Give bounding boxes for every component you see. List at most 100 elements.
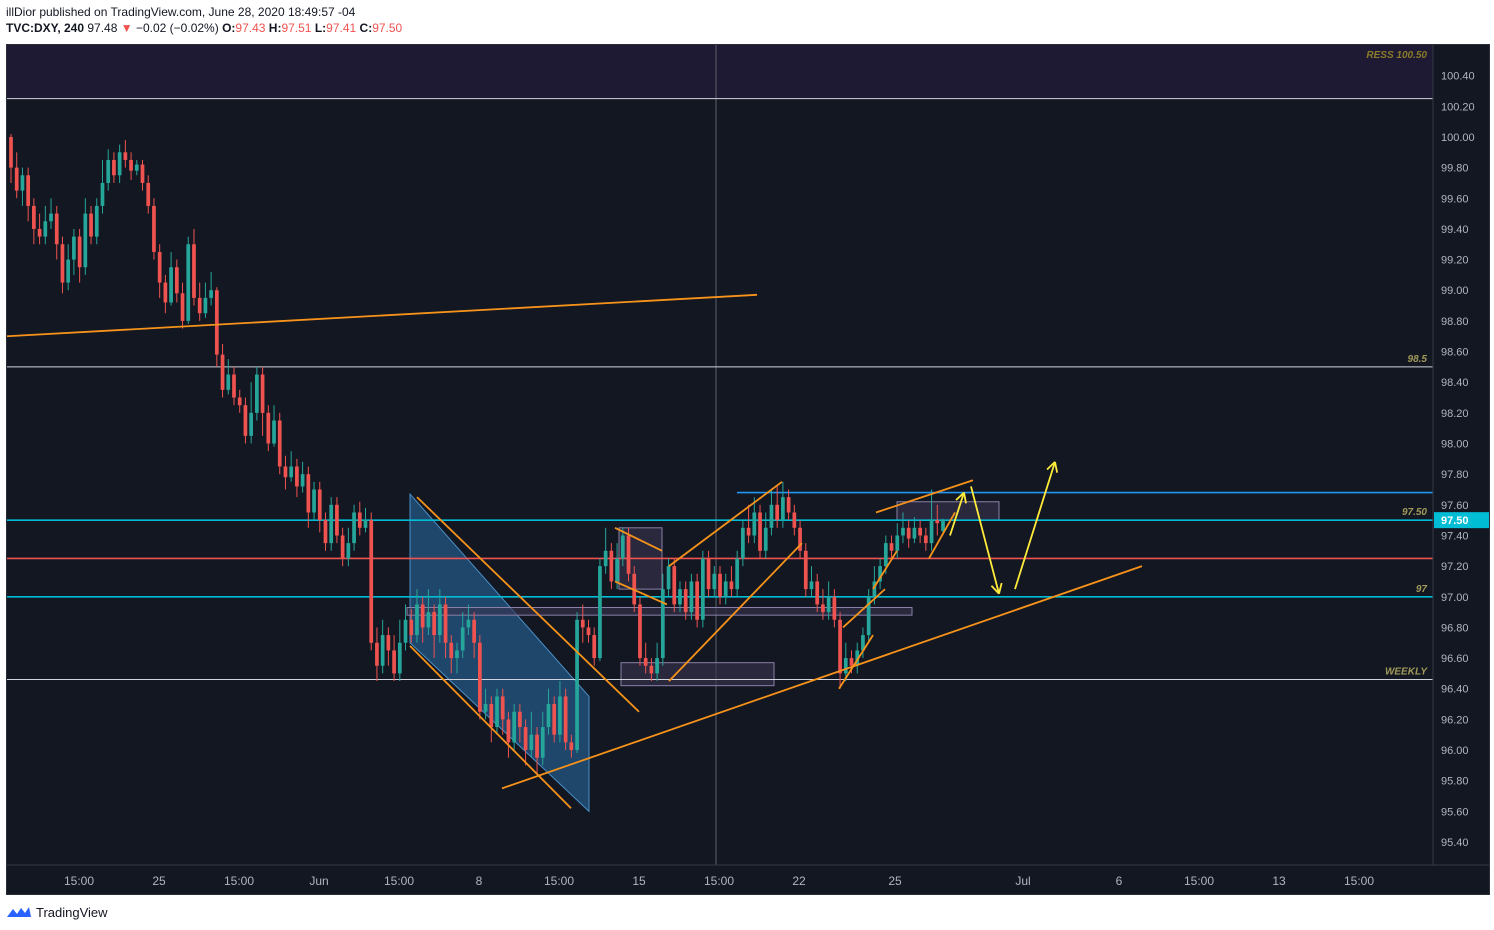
candle-body xyxy=(472,619,476,643)
candle xyxy=(763,512,768,559)
candle-body xyxy=(729,581,734,590)
candle-body xyxy=(883,543,888,567)
level-label: 98.5 xyxy=(1408,354,1428,365)
candle xyxy=(180,282,185,329)
candle-body xyxy=(906,527,911,539)
candle-body xyxy=(866,596,871,636)
y-tick-label: 95.60 xyxy=(1441,806,1469,818)
candle-body xyxy=(214,290,219,355)
candle-body xyxy=(912,527,917,539)
candle xyxy=(123,140,128,168)
candle xyxy=(340,527,345,567)
candle xyxy=(700,550,705,628)
candle xyxy=(226,359,231,395)
x-tick-label: 15 xyxy=(632,874,646,888)
candle xyxy=(455,642,459,674)
candlestick-chart[interactable]: RESS 100.50 98.5 97.50 97 WEEKLY 100.40 100.20… xyxy=(7,45,1489,894)
arrowhead xyxy=(1046,461,1056,471)
candle-body xyxy=(546,704,551,728)
candle-body xyxy=(460,627,465,651)
publisher-line: illDior published on TradingView.com, Ju… xyxy=(6,5,356,19)
candle xyxy=(283,455,288,490)
tradingview-logo-icon[interactable] xyxy=(6,904,32,920)
candle-body xyxy=(306,474,311,513)
trendline xyxy=(872,550,898,590)
candle xyxy=(529,711,534,758)
candle-body xyxy=(889,543,894,551)
x-tick-label: 15:00 xyxy=(704,874,734,888)
candle xyxy=(826,581,831,620)
price-axis xyxy=(1433,45,1489,894)
candle xyxy=(203,282,208,318)
x-tick-label: 15:00 xyxy=(1184,874,1214,888)
zone-box xyxy=(896,501,1000,521)
candle-body xyxy=(152,205,156,252)
candle-body xyxy=(192,244,196,298)
candle xyxy=(861,627,865,659)
candle xyxy=(117,144,122,183)
candle-body xyxy=(295,466,299,487)
candle xyxy=(912,517,917,544)
candle xyxy=(306,466,311,528)
candle-body xyxy=(941,520,945,531)
candle xyxy=(89,205,93,245)
candle-body xyxy=(220,354,225,390)
trendline xyxy=(842,588,886,629)
low-label: L: xyxy=(314,21,327,35)
candle-body xyxy=(609,550,614,582)
y-tick-label: 96.40 xyxy=(1441,684,1469,696)
y-tick-label: 100.40 xyxy=(1441,71,1475,83)
candle xyxy=(895,523,900,559)
candle-body xyxy=(163,282,168,303)
chart-area[interactable]: RESS 100.50 98.5 97.50 97 WEEKLY 100.40 100.20… xyxy=(6,44,1490,895)
candle-body xyxy=(752,512,757,536)
candle xyxy=(43,205,48,245)
ticker-symbol[interactable]: TVC:DXY, 240 xyxy=(6,21,85,35)
candle xyxy=(878,558,882,590)
candle xyxy=(20,167,25,206)
candle xyxy=(786,489,791,521)
candle-body xyxy=(43,221,48,237)
candle-body xyxy=(26,175,31,206)
candle-body xyxy=(289,466,294,478)
close-value: 97.50 xyxy=(372,21,403,35)
candle xyxy=(255,366,259,421)
candle-body xyxy=(186,244,191,321)
candle xyxy=(449,635,454,674)
price-change: −0.02 (−0.02%) xyxy=(135,21,219,35)
candle xyxy=(420,596,425,643)
candle xyxy=(660,573,665,666)
candle-body xyxy=(683,589,688,613)
trendline xyxy=(416,496,640,713)
candle-body xyxy=(775,504,780,521)
level-label: 97.50 xyxy=(1402,507,1427,518)
ticker-line: TVC:DXY, 240 97.48 ▼ −0.02 (−0.02%) O:97… xyxy=(6,20,402,36)
candle xyxy=(472,612,476,659)
candle xyxy=(495,688,499,735)
candle-body xyxy=(781,497,785,521)
candle-body xyxy=(346,543,351,559)
candle xyxy=(432,604,436,659)
candle-body xyxy=(94,205,99,237)
candle xyxy=(718,566,722,605)
brand-name[interactable]: TradingView xyxy=(36,904,108,920)
candle xyxy=(323,512,328,551)
candle-body xyxy=(49,213,53,222)
candle-body xyxy=(518,711,522,728)
candle xyxy=(232,366,236,406)
candle-body xyxy=(918,527,922,536)
candle-body xyxy=(197,297,202,314)
x-tick-label: 15:00 xyxy=(544,874,574,888)
candle-body xyxy=(386,635,391,651)
arrowhead xyxy=(963,492,967,504)
candle-body xyxy=(723,581,728,597)
candle-body xyxy=(123,152,128,160)
candle xyxy=(781,481,785,528)
candle-body xyxy=(901,527,905,536)
candle xyxy=(134,159,139,176)
candle-body xyxy=(872,581,877,597)
candle xyxy=(237,389,242,413)
candle-body xyxy=(706,558,711,590)
trendline xyxy=(501,565,1143,790)
candle xyxy=(60,236,65,294)
